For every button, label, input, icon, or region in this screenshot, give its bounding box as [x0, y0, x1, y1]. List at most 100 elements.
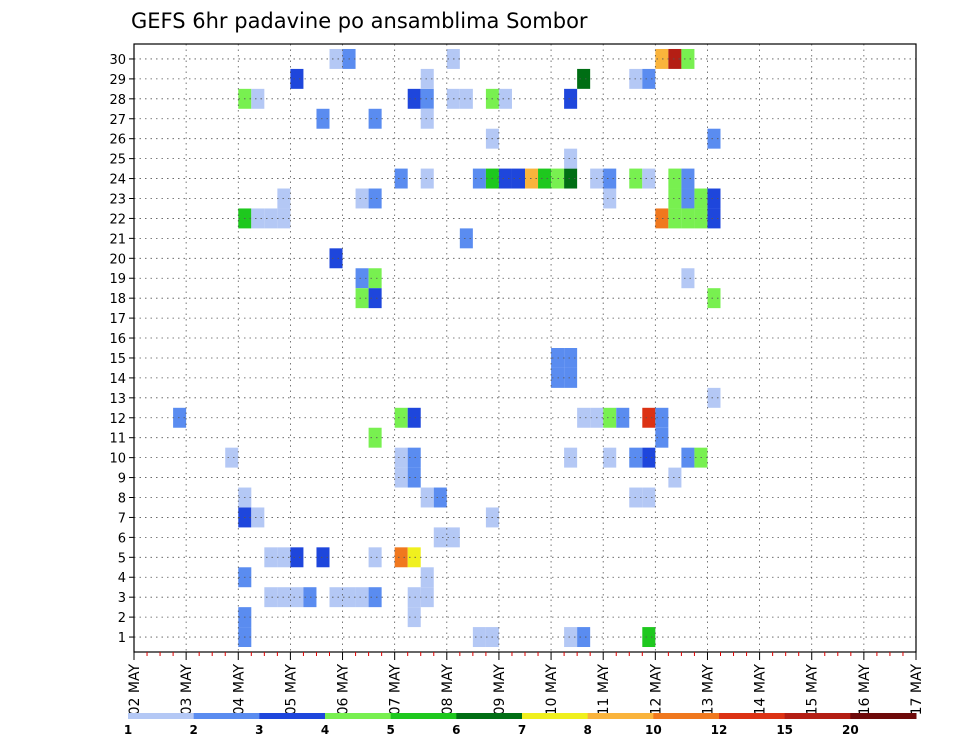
heatmap-cell [655, 407, 669, 428]
heatmap-cell [668, 188, 682, 209]
heatmap-cell [264, 547, 278, 568]
y-tick-label: 12 [109, 412, 126, 427]
colorbar-label: 4 [321, 723, 329, 737]
heatmap-cell [681, 268, 695, 289]
colorbar-label: 20 [842, 723, 859, 737]
y-tick-label: 11 [109, 432, 126, 447]
colorbar-swatch [456, 713, 523, 719]
x-tick-label: 08 MAY [440, 664, 456, 716]
colorbar-label: 15 [776, 723, 793, 737]
colorbar-swatch [193, 713, 260, 719]
heatmap-cell [642, 627, 656, 648]
colorbar-label: 2 [189, 723, 197, 737]
colorbar-swatch [128, 713, 195, 719]
heatmap-cell [459, 88, 473, 109]
heatmap-cell [407, 88, 421, 109]
heatmap-cell [681, 447, 695, 468]
heatmap-cell [329, 248, 343, 269]
heatmap-cell [707, 387, 721, 408]
y-tick-label: 8 [118, 492, 126, 507]
heatmap-cell [355, 587, 369, 608]
y-tick-label: 19 [109, 272, 126, 287]
heatmap-cell [407, 607, 421, 628]
y-tick-label: 28 [109, 93, 126, 108]
colorbar-label: 10 [645, 723, 662, 737]
heatmap-cells [173, 48, 721, 648]
heatmap-cell [668, 48, 682, 69]
heatmap-cell [368, 108, 382, 129]
heatmap-cell [525, 168, 539, 189]
heatmap-cell [290, 68, 304, 89]
heatmap-cell [564, 367, 578, 388]
heatmap-cell [472, 168, 486, 189]
heatmap-cell [433, 527, 447, 548]
heatmap-cell [707, 128, 721, 149]
heatmap-cell [368, 288, 382, 309]
colorbar-label: 12 [711, 723, 728, 737]
heatmap-cell [642, 447, 656, 468]
colorbar-swatch [390, 713, 457, 719]
heatmap-cell [564, 88, 578, 109]
heatmap-cell [511, 168, 525, 189]
heatmap-cell [564, 348, 578, 368]
x-tick-label: 07 MAY [388, 664, 404, 716]
y-tick-label: 27 [109, 113, 126, 128]
colorbar: 1 2 3 4 5 6 7 8 10 12 15 20 [124, 713, 917, 737]
y-tick-label: 5 [118, 551, 126, 566]
colorbar-swatch [587, 713, 654, 719]
heatmap-cell [655, 208, 669, 229]
heatmap-cell [407, 407, 421, 428]
heatmap-cell [603, 188, 617, 209]
heatmap-cell [668, 208, 682, 229]
colorbar-label: 5 [386, 723, 394, 737]
heatmap-cell [707, 208, 721, 229]
heatmap-cell [642, 168, 656, 189]
y-tick-label: 13 [109, 392, 126, 407]
heatmap-cell [603, 407, 617, 428]
heatmap-cell [707, 288, 721, 309]
y-tick-label: 3 [118, 591, 126, 606]
x-tick-label: 15 MAY [805, 664, 821, 716]
heatmap-cell [394, 168, 408, 189]
heatmap-cell [681, 168, 695, 189]
colorbar-swatch [784, 713, 851, 719]
heatmap-cell [420, 487, 434, 508]
heatmap-cell [564, 148, 578, 169]
y-tick-label: 10 [109, 452, 126, 467]
heatmap-cell [355, 188, 369, 209]
heatmap-cell [368, 587, 382, 608]
heatmap-cell [616, 407, 630, 428]
heatmap-cell [264, 208, 278, 229]
heatmap-cell [394, 407, 408, 428]
x-tick-label: 05 MAY [283, 664, 299, 716]
y-tick-label: 24 [109, 173, 126, 188]
heatmap-cell [538, 168, 552, 189]
heatmap-cell [316, 108, 330, 129]
heatmap-cell [303, 587, 317, 608]
x-tick-label: 09 MAY [492, 664, 508, 716]
heatmap-cell [603, 447, 617, 468]
heatmap-cell [368, 547, 382, 568]
colorbar-swatch [325, 713, 392, 719]
heatmap-cell [329, 48, 343, 69]
heatmap-cell [420, 108, 434, 129]
heatmap-cell [655, 48, 669, 69]
y-tick-label: 6 [118, 531, 126, 546]
heatmap-cell [564, 447, 578, 468]
heatmap-cell [407, 447, 421, 468]
y-tick-label: 21 [109, 232, 126, 247]
y-tick-label: 17 [109, 312, 126, 327]
heatmap-cell [355, 288, 369, 309]
y-tick-label: 22 [109, 212, 126, 227]
heatmap-cell [433, 487, 447, 508]
heatmap-cell [655, 427, 669, 448]
x-tick-label: 17 MAY [909, 664, 925, 716]
heatmap-cell [420, 587, 434, 608]
heatmap-cell [407, 587, 421, 608]
colorbar-label: 6 [452, 723, 460, 737]
y-tick-label: 1 [118, 631, 126, 646]
heatmap-cell [290, 547, 304, 568]
y-tick-label: 18 [109, 292, 126, 307]
colorbar-swatch [522, 713, 589, 719]
heatmap-cell [407, 467, 421, 488]
